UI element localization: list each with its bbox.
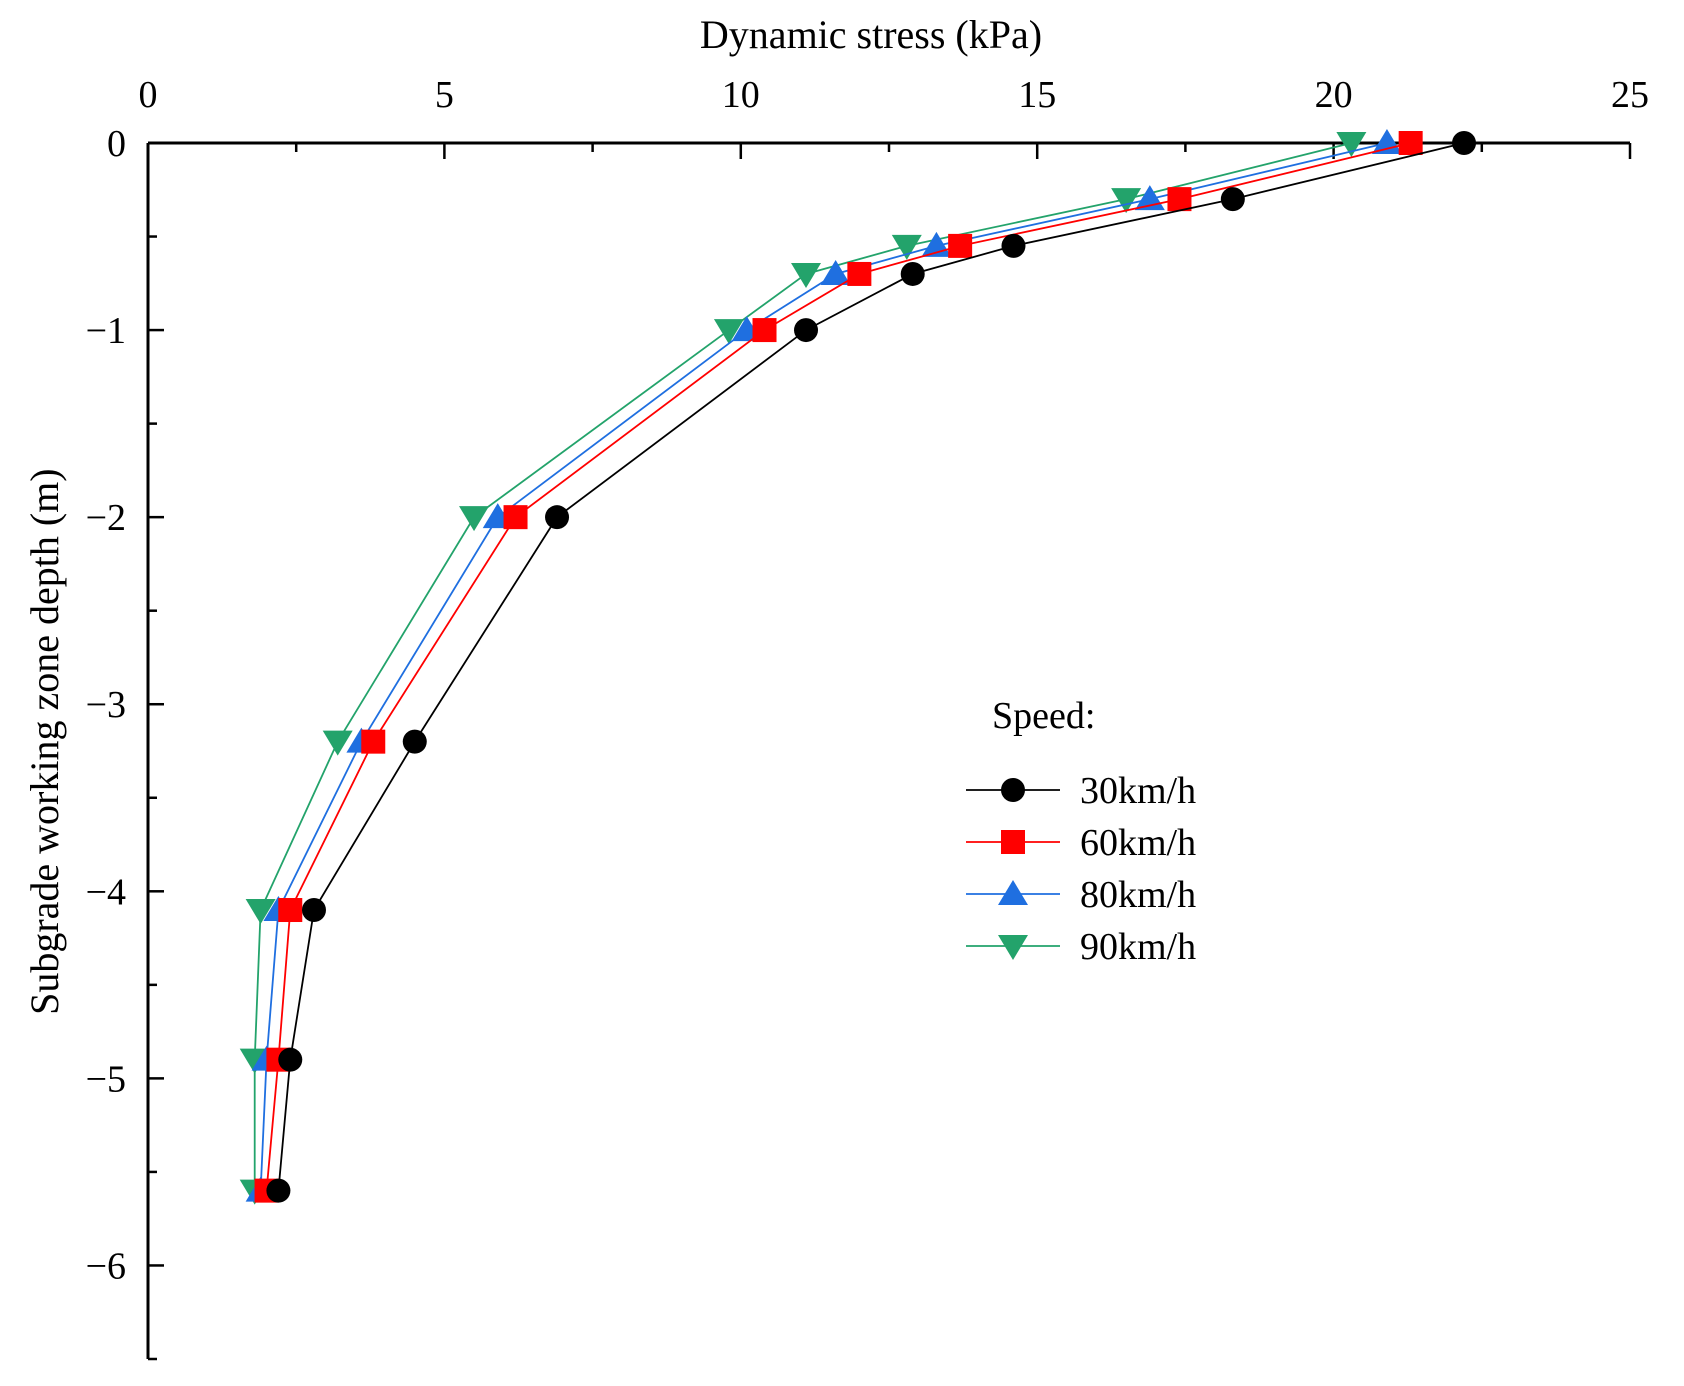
series-layer <box>239 129 1477 1205</box>
data-point <box>1167 187 1192 212</box>
y-tick-label: −1 <box>86 310 126 352</box>
legend-label: 30km/h <box>1080 770 1196 812</box>
data-point <box>948 233 973 258</box>
x-tick-label: 0 <box>139 74 158 116</box>
x-tick-label: 10 <box>722 74 760 116</box>
y-axis-title: Subgrade working zone depth (m) <box>22 468 67 1015</box>
data-point <box>1452 131 1477 155</box>
x-tick-label: 15 <box>1018 74 1056 116</box>
legend-label: 90km/h <box>1080 926 1196 968</box>
data-point <box>301 898 326 923</box>
data-point <box>891 234 922 260</box>
legend-item: 80km/h <box>966 874 1196 916</box>
legend-title: Speed: <box>992 695 1095 737</box>
data-point <box>794 318 819 343</box>
data-point <box>245 899 276 925</box>
series-line <box>253 142 1352 1191</box>
x-tick-label: 25 <box>1611 74 1649 116</box>
data-point <box>545 505 570 530</box>
y-tick-label: −6 <box>86 1245 126 1287</box>
data-point <box>713 319 744 345</box>
axes: 0 5 10 15 20 25 0 −1 −2 −3 −4 −5 −6 <box>86 74 1649 1361</box>
y-tick-label: −5 <box>86 1058 126 1100</box>
data-point <box>459 506 490 532</box>
series-80km-h <box>245 129 1402 1202</box>
data-point <box>1220 187 1245 212</box>
data-point <box>1111 188 1142 214</box>
legend: 30km/h 60km/h 80km/h 90km/h <box>966 770 1196 968</box>
y-tick-label: 0 <box>107 123 126 165</box>
data-point <box>266 1178 291 1203</box>
x-axis-title: Dynamic stress (kPa) <box>700 12 1042 57</box>
series-30km-h <box>266 131 1477 1203</box>
legend-marker <box>998 935 1028 960</box>
data-point <box>820 259 851 285</box>
legend-label: 80km/h <box>1080 874 1196 916</box>
data-point <box>791 262 822 288</box>
series-60km-h <box>254 131 1423 1203</box>
data-point <box>752 318 777 343</box>
data-point <box>900 261 925 286</box>
y-tick-label: −4 <box>86 871 126 913</box>
data-point <box>278 1047 303 1072</box>
y-tick-label: −2 <box>86 497 126 539</box>
data-point <box>1398 131 1423 155</box>
data-point <box>1336 132 1367 157</box>
x-tick-label: 20 <box>1315 74 1353 116</box>
data-point <box>503 505 528 530</box>
y-tick-label: −3 <box>86 684 126 726</box>
data-point <box>278 898 303 923</box>
legend-marker <box>1001 830 1025 854</box>
legend-label: 60km/h <box>1080 822 1196 864</box>
legend-item: 30km/h <box>966 770 1196 812</box>
series-line <box>259 142 1388 1191</box>
series-90km-h <box>239 132 1367 1205</box>
legend-marker <box>998 880 1028 905</box>
data-point <box>361 729 386 754</box>
legend-item: 90km/h <box>966 926 1196 968</box>
series-line <box>277 142 1465 1191</box>
data-point <box>847 261 872 286</box>
x-tick-label: 5 <box>435 74 454 116</box>
legend-marker <box>1001 778 1025 802</box>
series-line <box>265 142 1411 1191</box>
data-point <box>402 729 427 754</box>
data-point <box>1001 233 1026 258</box>
legend-item: 60km/h <box>966 822 1196 864</box>
data-point <box>322 730 353 756</box>
